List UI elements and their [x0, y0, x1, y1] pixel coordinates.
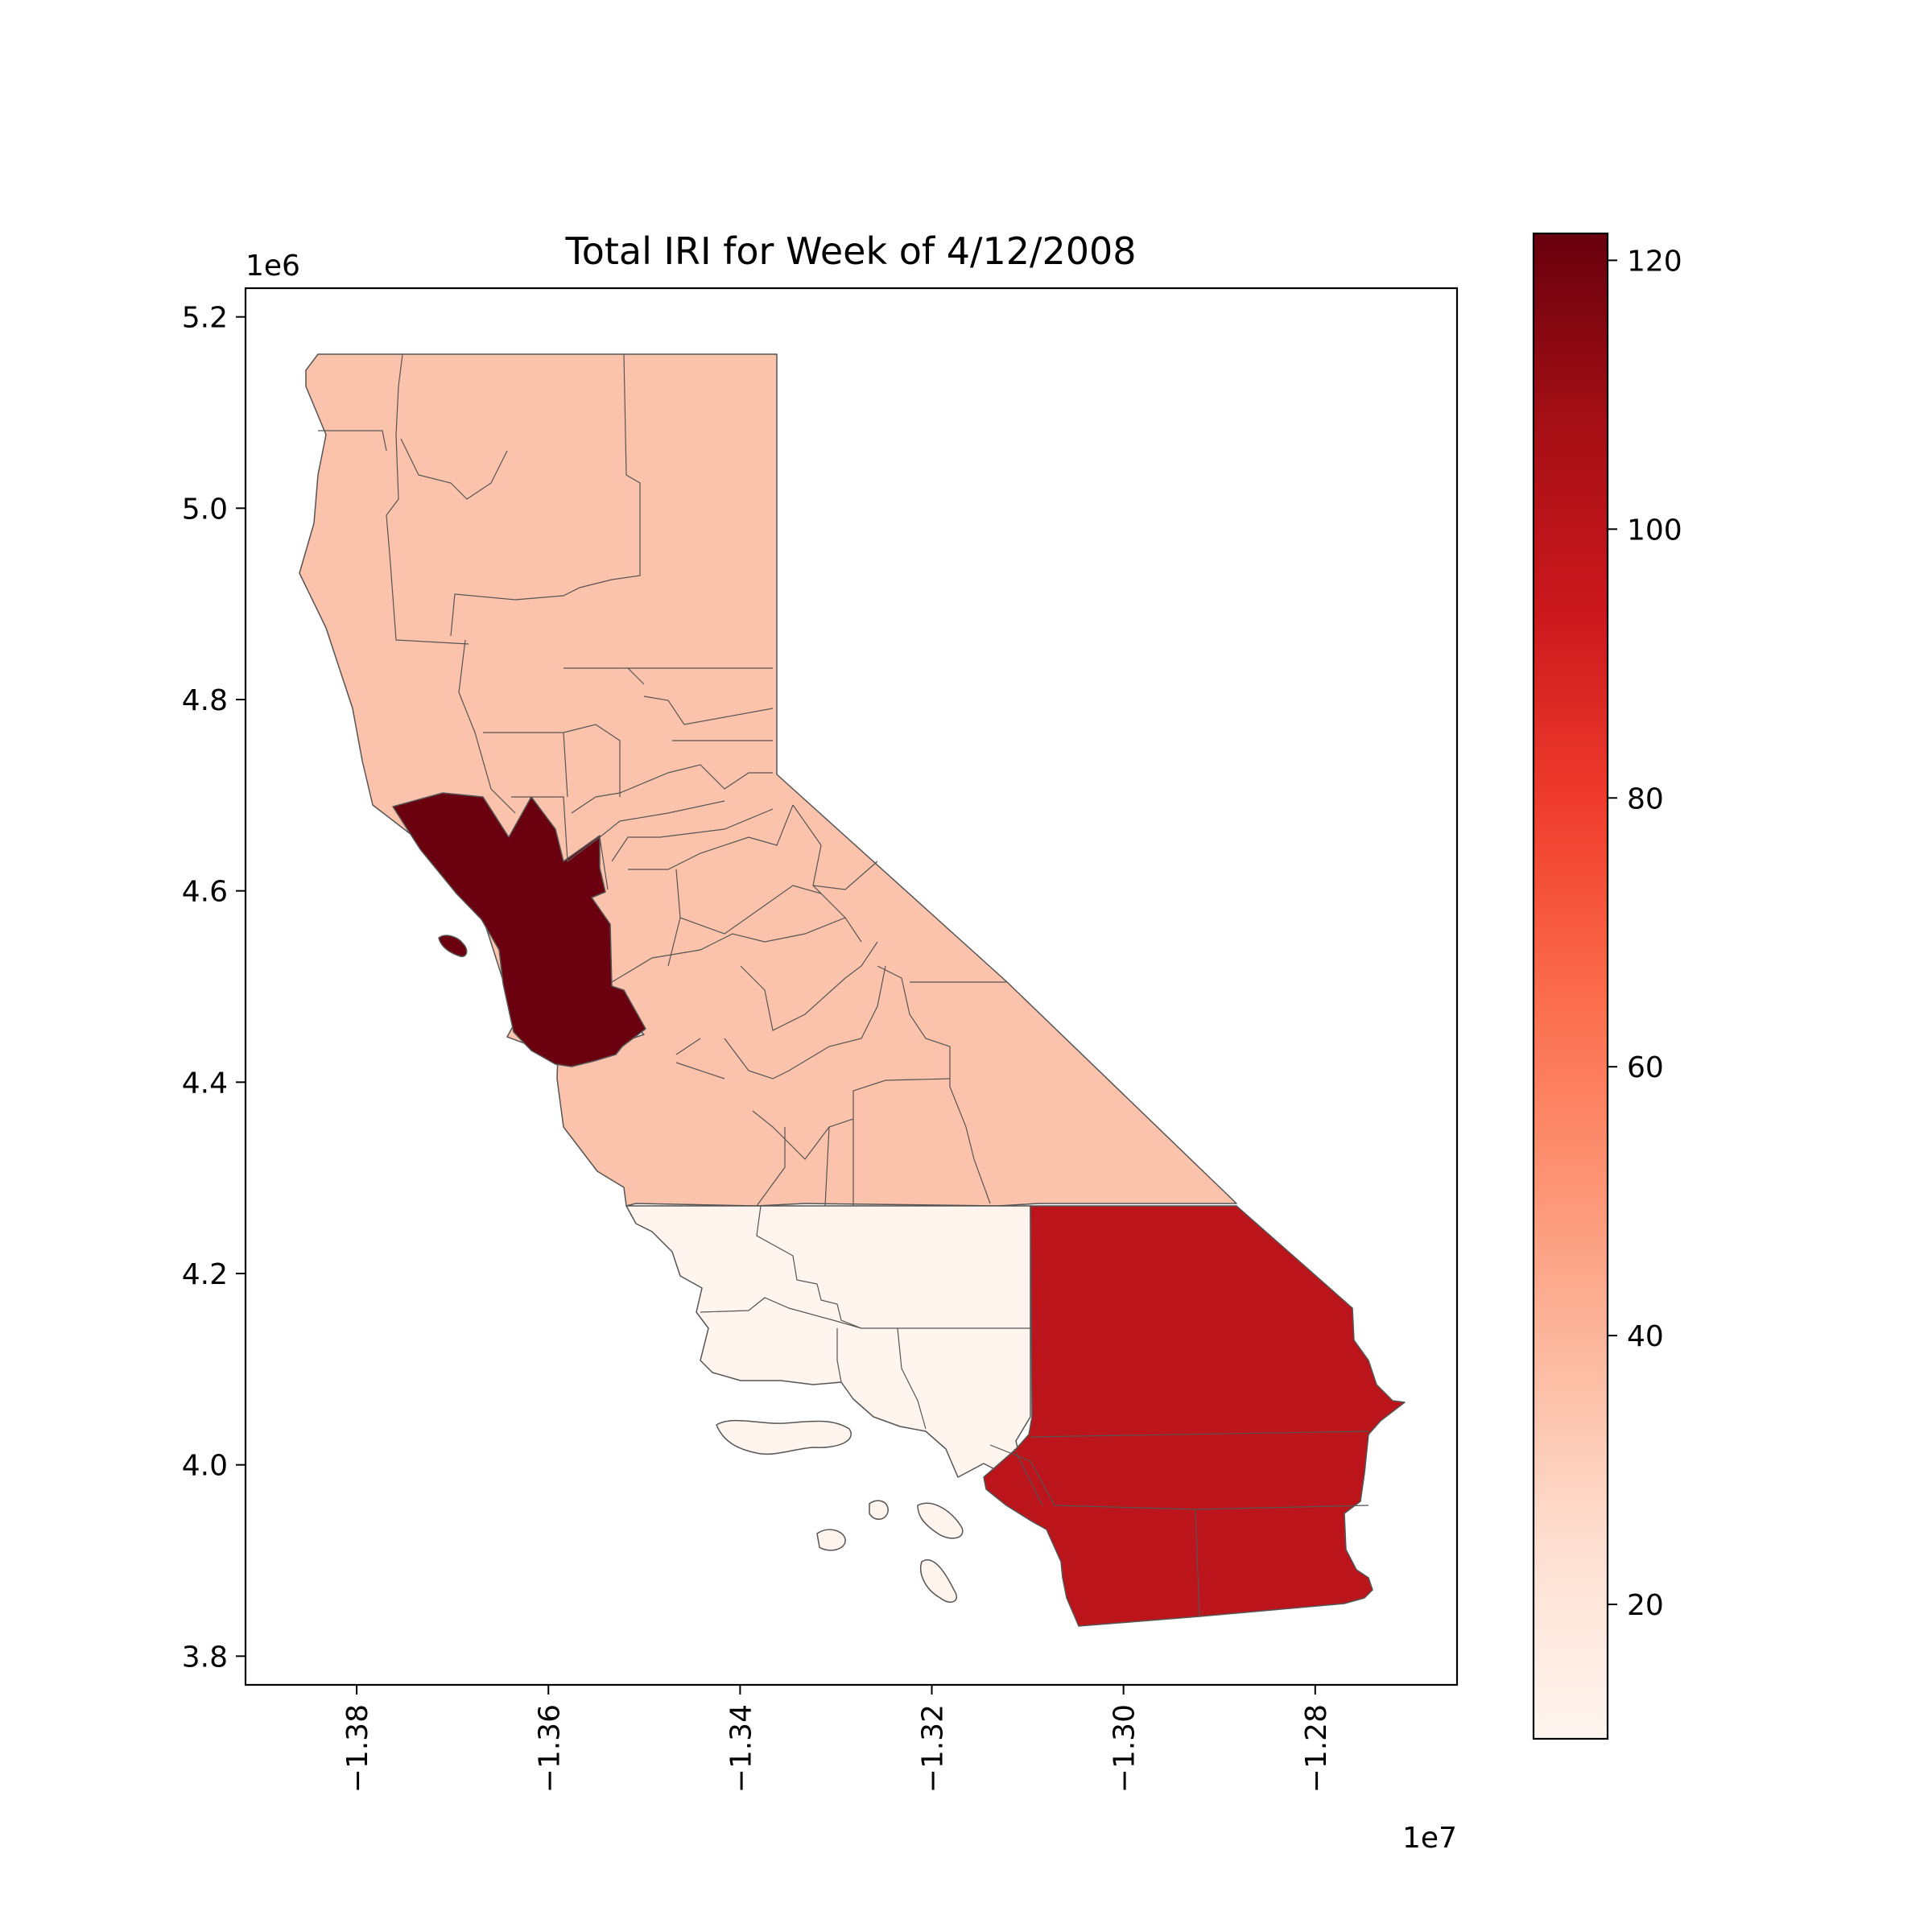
y-tick-label: 4.8 [182, 684, 228, 717]
region-channel-islands-south [816, 1500, 964, 1603]
x-tick-label: −1.28 [1300, 1704, 1333, 1793]
colorbar-tick-label: 20 [1627, 1589, 1664, 1622]
map-regions [299, 353, 1406, 1627]
county-boundaries [318, 353, 1006, 1207]
colorbar-tick-label: 40 [1627, 1320, 1664, 1353]
x-offset-label: 1e7 [1402, 1822, 1457, 1855]
chart-title: Total IRI for Week of 4/12/2008 [564, 229, 1136, 273]
colorbar: 20 40 60 80 100 120 [1532, 232, 1682, 1740]
region-northern-central-california [299, 353, 1237, 1207]
colorbar-gradient [1534, 233, 1608, 1739]
y-offset-label: 1e6 [246, 250, 300, 283]
x-axis-ticks: −1.38 −1.36 −1.34 −1.32 −1.30 −1.28 [341, 1685, 1333, 1793]
colorbar-tick-label: 100 [1627, 514, 1682, 547]
x-tick-label: −1.34 [724, 1704, 758, 1793]
y-tick-label: 4.0 [182, 1450, 228, 1483]
colorbar-tick-label: 80 [1627, 782, 1664, 815]
region-san-francisco-bay-area [392, 792, 646, 1067]
y-tick-label: 4.6 [182, 876, 228, 909]
x-tick-label: −1.36 [533, 1704, 566, 1793]
colorbar-ticks: 20 40 60 80 100 120 [1608, 245, 1682, 1622]
y-tick-label: 3.8 [182, 1641, 228, 1674]
region-inland-empire-san-diego [983, 1205, 1406, 1627]
colorbar-tick-label: 60 [1627, 1051, 1664, 1084]
y-tick-label: 5.2 [182, 302, 228, 335]
x-tick-label: −1.30 [1108, 1704, 1141, 1793]
colorbar-tick-label: 120 [1627, 245, 1682, 278]
x-tick-label: −1.38 [341, 1704, 374, 1793]
region-farallon-islands [438, 935, 468, 957]
region-channel-islands-north [716, 1419, 852, 1455]
axes-frame [244, 287, 1459, 1686]
y-tick-label: 4.4 [182, 1067, 228, 1100]
x-tick-label: −1.32 [917, 1704, 950, 1793]
y-tick-label: 4.2 [182, 1258, 228, 1291]
colorbar-frame [1532, 232, 1609, 1740]
y-axis-ticks: 3.8 4.0 4.2 4.4 4.6 4.8 5.0 5.2 [182, 302, 246, 1674]
y-tick-label: 5.0 [182, 493, 228, 526]
southern-county-boundaries [700, 1205, 1369, 1617]
